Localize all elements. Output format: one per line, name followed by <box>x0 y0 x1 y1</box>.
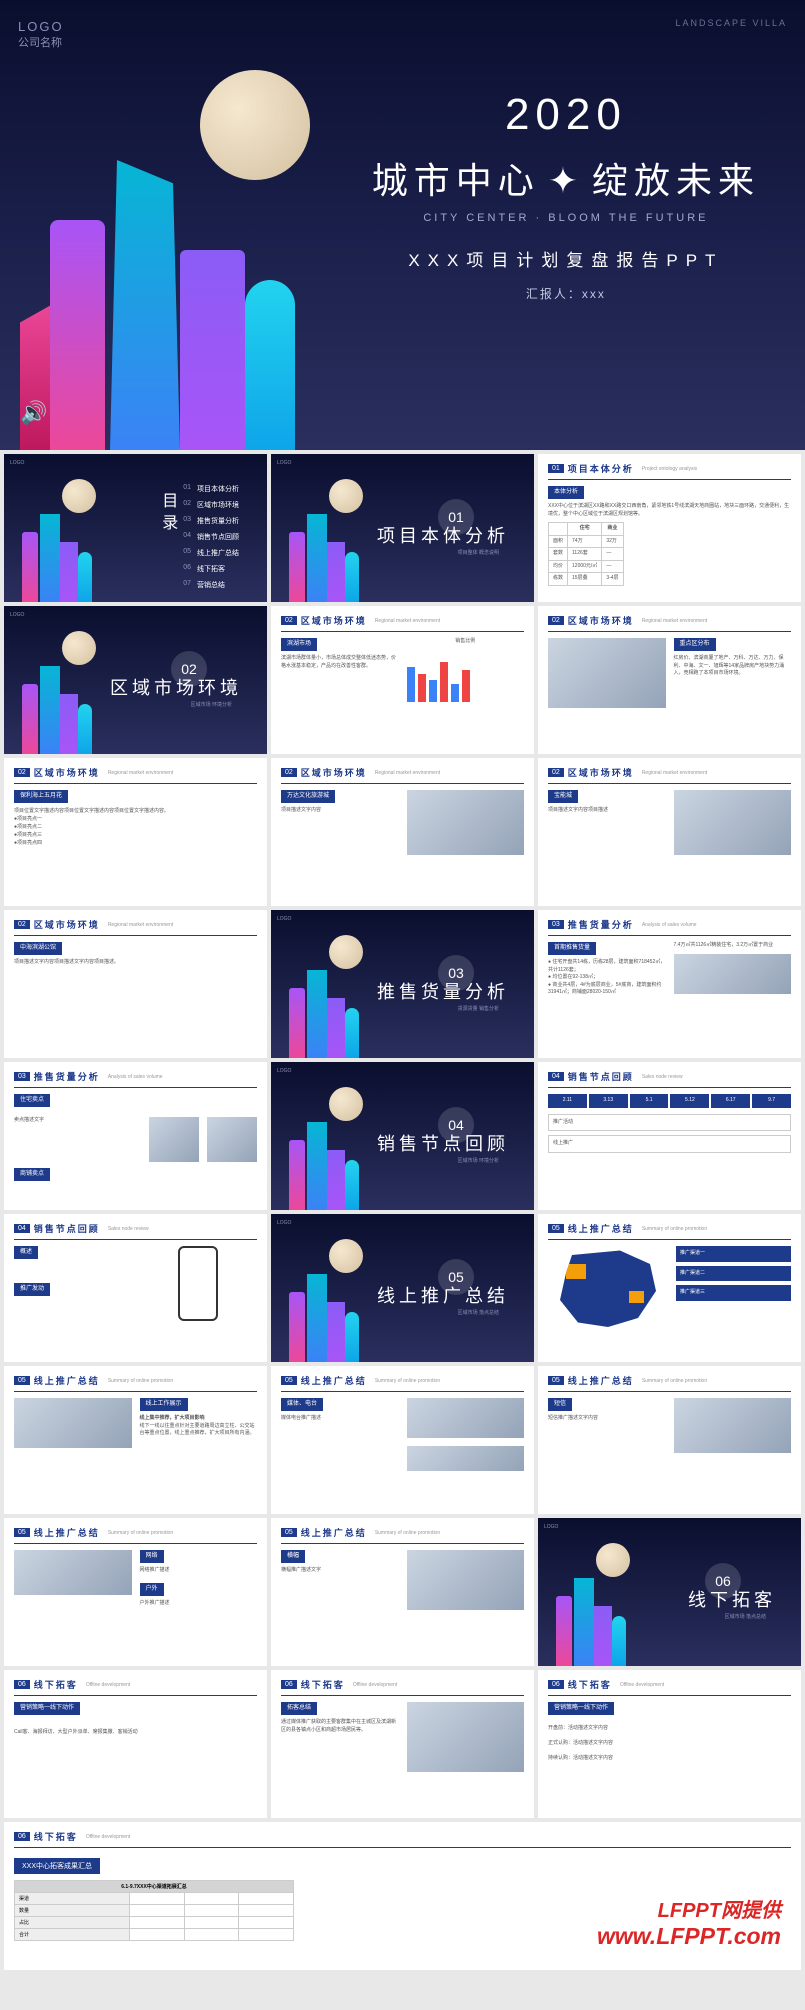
phone-mockup <box>178 1246 218 1321</box>
toc-slide: LOGO 目录 01项目本体分析 02区域市场环境 03推售货量分析 04销售节… <box>4 454 267 602</box>
title-chinese: 城市中心✦绽放未来 <box>372 152 760 204</box>
bottom-slide: 06线下拓客Offline development XXX中心拓客成果汇总 6.… <box>4 1822 801 1970</box>
content-slide-06a: 06线下拓客Offline development 营销策略一线下动作 Call… <box>4 1670 267 1818</box>
content-slide-05c: 05线上推广总结Summary of online promotion 媒体、电… <box>271 1366 534 1514</box>
section-02-slide: LOGO 02 区域市场环境 区域市场 环境分析 <box>4 606 267 754</box>
logo-corner: LOGO 公司名称 <box>18 18 64 52</box>
landscape-label: LANDSCAPE VILLA <box>675 18 787 28</box>
results-table: 6.1-9.7XXX中心渠道拓展汇总 渠道 数量 占比 合计 <box>14 1880 294 1941</box>
content-slide-02b: 02区域市场环境Regional market environment 重点区分… <box>538 606 801 754</box>
company-name: 公司名称 <box>18 36 64 51</box>
bar-chart <box>407 652 525 702</box>
content-slide-02c: 02区域市场环境Regional market environment 保利海上… <box>4 758 267 906</box>
buildings-graphic <box>20 120 350 450</box>
bottom-row: 06线下拓客Offline development XXX中心拓客成果汇总 6.… <box>0 1822 805 1974</box>
content-slide-06c: 06线下拓客Offline development 营销策略一线下动作 开盘前：… <box>538 1670 801 1818</box>
content-slide-05d: 05线上推广总结Summary of online promotion 短信短信… <box>538 1366 801 1514</box>
toc-list: 目录 01项目本体分析 02区域市场环境 03推售货量分析 04销售节点回顾 0… <box>183 484 239 596</box>
content-slide-03a: 03推售货量分析Analysis of sales volume 首期推售货量●… <box>538 910 801 1058</box>
content-slide-02a: 02区域市场环境Regional market environment 滨湖市场… <box>271 606 534 754</box>
timeline: 2.11 3.13 5.1 5.12 6.17 9.7 <box>548 1094 791 1108</box>
content-slide-02d: 02区域市场环境Regional market environment 万达文化… <box>271 758 534 906</box>
hero-text-block: 2020 城市中心✦绽放未来 CITY CENTER · BLOOM THE F… <box>372 90 760 302</box>
subtitle: XXX项目计划复盘报告PPT <box>372 246 760 271</box>
content-slide-02e: 02区域市场环境Regional market environment 宝能城项… <box>538 758 801 906</box>
year: 2020 <box>372 90 760 140</box>
content-slide-06b: 06线下拓客Offline development 拓客总结通过媒体推广获取的主… <box>271 1670 534 1818</box>
content-slide-01a: 01项目本体分析Project ontology analysis 本体分析 X… <box>538 454 801 602</box>
section-01-slide: LOGO 01 项目本体分析 项目整体 概念说明 <box>271 454 534 602</box>
slide-grid: LOGO 目录 01项目本体分析 02区域市场环境 03推售货量分析 04销售节… <box>0 450 805 1822</box>
logo-text: LOGO <box>18 18 64 36</box>
section-06-slide: LOGO 06 线下拓客 区域市场 落点总结 <box>538 1518 801 1666</box>
content-slide-05f: 05线上推广总结Summary of online promotion 横幅横幅… <box>271 1518 534 1666</box>
hero-slide: LOGO 公司名称 LANDSCAPE VILLA 2020 城市中心✦绽放未来… <box>0 0 805 450</box>
section-03-slide: LOGO 03 推售货量分析 货源货量 销售分析 <box>271 910 534 1058</box>
section-05-slide: LOGO 05 线上推广总结 区域市场 落点总结 <box>271 1214 534 1362</box>
title-english: CITY CENTER · BLOOM THE FUTURE <box>372 212 760 224</box>
speaker-icon: 🔊 <box>20 400 50 430</box>
content-slide-05b: 05线上推广总结Summary of online promotion 线上工作… <box>4 1366 267 1514</box>
content-slide-04a: 04销售节点回顾Sales node review 2.11 3.13 5.1 … <box>538 1062 801 1210</box>
china-map <box>548 1246 668 1336</box>
watermark: LFPPT网提供 www.LFPPT.com <box>597 1894 781 1950</box>
image-placeholder <box>548 638 666 708</box>
content-slide-03b: 03推售货量分析Analysis of sales volume 住宅卖点 卖点… <box>4 1062 267 1210</box>
content-slide-05a: 05线上推广总结Summary of online promotion 推广渠道… <box>538 1214 801 1362</box>
content-slide-04b: 04销售节点回顾Sales node review 概述 推广发动 <box>4 1214 267 1362</box>
section-04-slide: LOGO 04 销售节点回顾 区域市场 环境分析 <box>271 1062 534 1210</box>
content-slide-02f: 02区域市场环境Regional market environment 中海滨湖… <box>4 910 267 1058</box>
reporter: 汇报人：xxx <box>372 285 760 302</box>
content-slide-05e: 05线上推广总结Summary of online promotion 网络网络… <box>4 1518 267 1666</box>
project-data-table: 住宅商业 面积74万32万 套数1126套— 均价12000元/㎡— 栋数15层… <box>548 522 624 586</box>
